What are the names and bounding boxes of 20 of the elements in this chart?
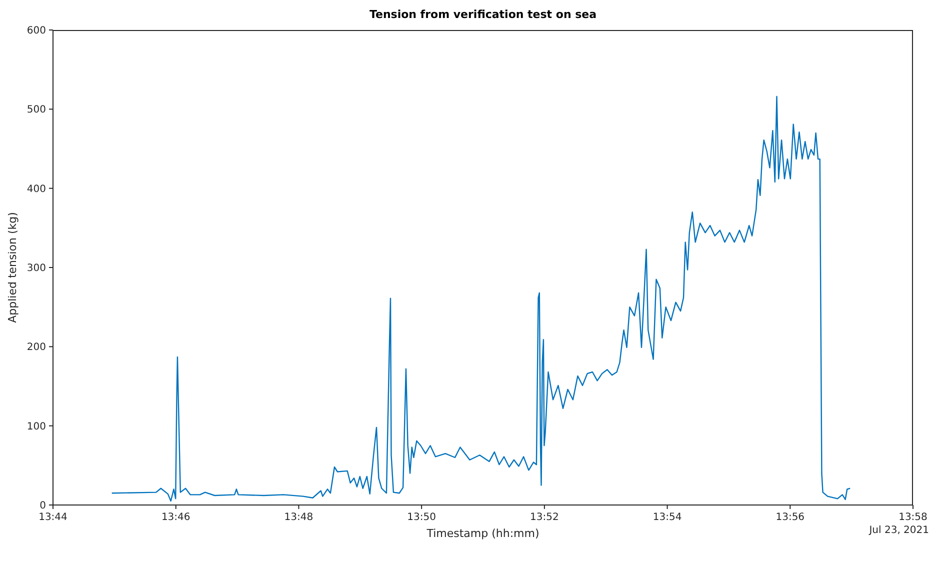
y-axis-title: Applied tension (kg) — [6, 212, 19, 323]
x-tick-label: 13:46 — [161, 512, 190, 524]
x-tick-label: 13:54 — [652, 512, 682, 524]
y-tick-label: 500 — [26, 104, 46, 116]
x-tick-label: 13:56 — [776, 512, 805, 524]
x-tick-label: 13:58 — [898, 512, 928, 524]
y-tick-label: 600 — [26, 26, 46, 37]
x-tick-label: 13:52 — [530, 512, 559, 524]
y-tick-label: 200 — [26, 342, 46, 354]
x-axis-title: Timestamp (hh:mm) — [426, 527, 540, 540]
chart-title: Tension from verification test on sea — [368, 8, 598, 21]
x-tick-label: 13:50 — [407, 512, 436, 524]
line-series — [111, 96, 851, 502]
y-tick-label: 400 — [26, 184, 46, 195]
x-tick-label: 13:44 — [38, 512, 68, 524]
y-tick-label: 100 — [26, 421, 46, 432]
text: Jul 23, 2021 — [869, 525, 929, 536]
y-tick-label: 0 — [40, 500, 46, 512]
y-tick-label: 300 — [26, 263, 46, 274]
x-tick-label: 13:48 — [284, 512, 314, 524]
